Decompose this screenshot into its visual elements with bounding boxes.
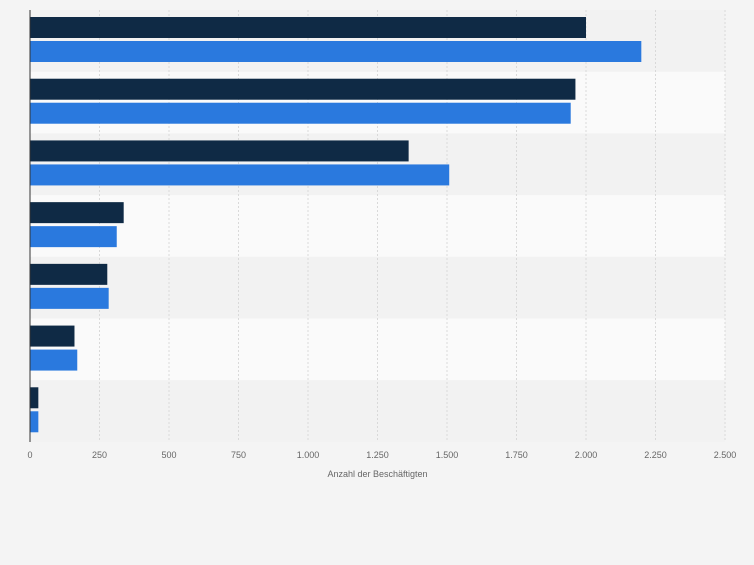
bars bbox=[30, 17, 642, 433]
bar-series-2 bbox=[30, 226, 117, 248]
bar-series-2 bbox=[30, 287, 109, 309]
x-tick-label: 1.500 bbox=[436, 450, 459, 460]
bar-series-2 bbox=[30, 411, 39, 433]
bar-series-1 bbox=[30, 78, 576, 100]
x-axis-label: Anzahl der Beschäftigten bbox=[327, 469, 427, 479]
x-tick-label: 750 bbox=[231, 450, 246, 460]
x-tick-label: 2.500 bbox=[714, 450, 737, 460]
bar-series-1 bbox=[30, 325, 75, 347]
bar-series-2 bbox=[30, 102, 571, 124]
bar-series-2 bbox=[30, 349, 78, 371]
x-tick-label: 1.750 bbox=[505, 450, 528, 460]
bar-series-2 bbox=[30, 164, 450, 186]
bar-series-1 bbox=[30, 140, 409, 162]
x-tick-label: 1.000 bbox=[297, 450, 320, 460]
bar-series-1 bbox=[30, 202, 124, 224]
x-tick-label: 500 bbox=[161, 450, 176, 460]
x-tick-label: 1.250 bbox=[366, 450, 389, 460]
x-tick-label: 2.000 bbox=[575, 450, 598, 460]
x-tick-label: 250 bbox=[92, 450, 107, 460]
x-tick-label: 0 bbox=[27, 450, 32, 460]
bar-series-1 bbox=[30, 17, 586, 38]
bar-series-1 bbox=[30, 263, 108, 285]
bar-series-2 bbox=[30, 41, 642, 62]
bar-series-1 bbox=[30, 387, 39, 409]
x-tick-labels: 0 250 500 750 1.000 1.250 1.500 1.750 2.000 2.250… bbox=[27, 450, 736, 460]
x-tick-label: 2.250 bbox=[644, 450, 667, 460]
